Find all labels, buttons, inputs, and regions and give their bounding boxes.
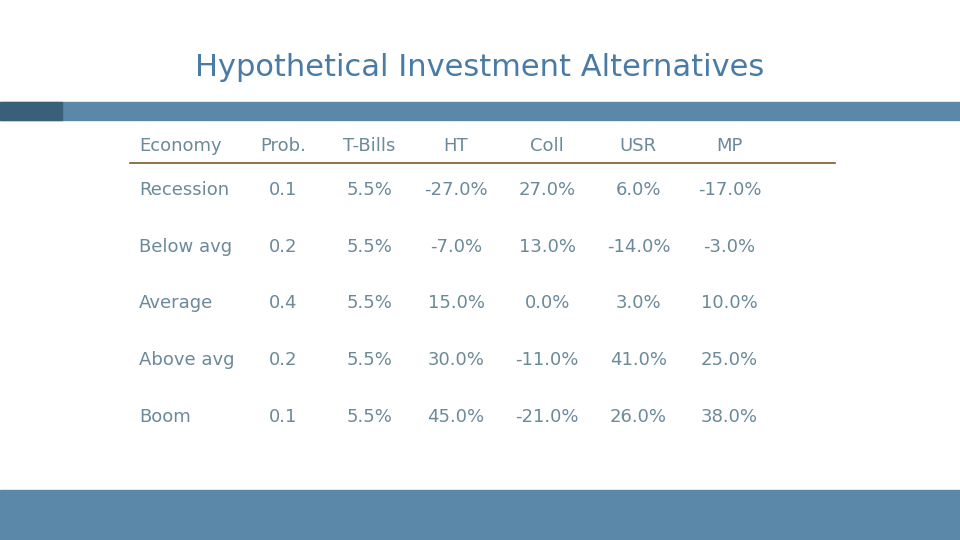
Text: 0.0%: 0.0% xyxy=(524,294,570,313)
Text: Economy: Economy xyxy=(139,137,222,155)
Text: T-Bills: T-Bills xyxy=(344,137,396,155)
Text: 6.0%: 6.0% xyxy=(615,181,661,199)
Text: 0.1: 0.1 xyxy=(269,408,298,426)
Text: Hypothetical Investment Alternatives: Hypothetical Investment Alternatives xyxy=(196,53,764,82)
Text: 0.2: 0.2 xyxy=(269,238,298,256)
Text: 25.0%: 25.0% xyxy=(701,351,758,369)
Text: 45.0%: 45.0% xyxy=(427,408,485,426)
Text: -21.0%: -21.0% xyxy=(516,408,579,426)
Text: -27.0%: -27.0% xyxy=(424,181,488,199)
Text: -14.0%: -14.0% xyxy=(607,238,670,256)
Text: 9: 9 xyxy=(913,508,922,522)
Text: Coll: Coll xyxy=(530,137,564,155)
Text: Kuwait University - College of Business Administration: Kuwait University - College of Business … xyxy=(292,508,668,522)
Text: 27.0%: 27.0% xyxy=(518,181,576,199)
Text: -17.0%: -17.0% xyxy=(698,181,761,199)
Text: Below avg: Below avg xyxy=(139,238,232,256)
Text: 15.0%: 15.0% xyxy=(427,294,485,313)
Text: 5.5%: 5.5% xyxy=(347,238,393,256)
Text: Average: Average xyxy=(139,294,213,313)
Text: 5.5%: 5.5% xyxy=(347,408,393,426)
Text: USR: USR xyxy=(620,137,657,155)
Text: 5.5%: 5.5% xyxy=(347,181,393,199)
Text: Recession: Recession xyxy=(139,181,229,199)
Text: -11.0%: -11.0% xyxy=(516,351,579,369)
Text: 0.2: 0.2 xyxy=(269,351,298,369)
Text: 0.4: 0.4 xyxy=(269,294,298,313)
Text: Above avg: Above avg xyxy=(139,351,234,369)
Text: 5.5%: 5.5% xyxy=(347,351,393,369)
Text: 30.0%: 30.0% xyxy=(427,351,485,369)
Text: 41.0%: 41.0% xyxy=(610,351,667,369)
Text: 13.0%: 13.0% xyxy=(518,238,576,256)
Text: Boom: Boom xyxy=(139,408,191,426)
Text: 38.0%: 38.0% xyxy=(701,408,758,426)
Text: Prob.: Prob. xyxy=(260,137,306,155)
Text: 26.0%: 26.0% xyxy=(610,408,667,426)
Text: -3.0%: -3.0% xyxy=(704,238,756,256)
Text: -7.0%: -7.0% xyxy=(430,238,482,256)
Text: HT: HT xyxy=(444,137,468,155)
Text: MP: MP xyxy=(716,137,743,155)
Text: Dr. Mohammad Alkhamis: Dr. Mohammad Alkhamis xyxy=(67,508,224,521)
Text: 5.5%: 5.5% xyxy=(347,294,393,313)
Text: 10.0%: 10.0% xyxy=(701,294,758,313)
Text: 0.1: 0.1 xyxy=(269,181,298,199)
Text: 3.0%: 3.0% xyxy=(615,294,661,313)
